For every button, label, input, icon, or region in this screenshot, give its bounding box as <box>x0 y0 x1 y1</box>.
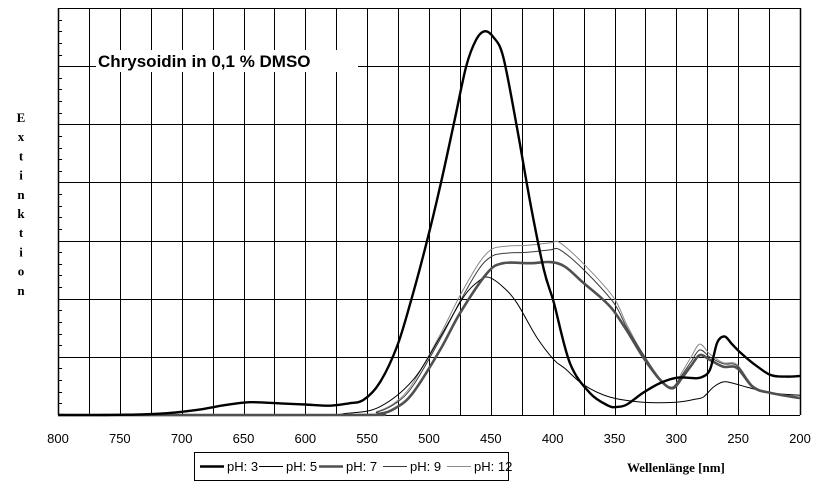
y-axis-label-letter: x <box>18 129 25 144</box>
x-tick-label: 600 <box>294 431 316 446</box>
y-axis-label-letter: k <box>17 206 25 221</box>
y-axis-label-letter: t <box>19 148 24 163</box>
y-axis-label-letter: E <box>17 110 26 125</box>
x-tick-label: 300 <box>665 431 687 446</box>
y-axis-label-letter: i <box>19 244 23 259</box>
x-tick-label: 250 <box>727 431 749 446</box>
chart-title: Chrysoidin in 0,1 % DMSO <box>98 52 311 71</box>
x-tick-label: 700 <box>171 431 193 446</box>
x-tick-label: 750 <box>109 431 131 446</box>
x-tick-label: 550 <box>356 431 378 446</box>
legend-label: pH: 9 <box>410 459 441 474</box>
series-line-ph3 <box>57 30 801 417</box>
y-axis-label-letter: t <box>19 225 24 240</box>
title-background <box>96 50 358 72</box>
legend-label: pH: 12 <box>474 459 512 474</box>
y-axis-label-letter: o <box>18 264 25 279</box>
x-tick-label: 350 <box>604 431 626 446</box>
y-axis-label-letter: i <box>19 168 23 183</box>
legend: pH: 3 pH: 5 pH: 7 pH: 9 pH: 12 <box>194 452 512 481</box>
series-line-ph5 <box>57 276 801 416</box>
x-tick-label: 400 <box>542 431 564 446</box>
x-axis-label: Wellenlänge [nm] <box>627 460 725 475</box>
x-tick-labels: 800 750 700 650 600 550 500 450 400 350 300 250 200 <box>47 431 811 446</box>
series-group <box>57 30 801 417</box>
legend-label: pH: 3 <box>227 459 258 474</box>
x-tick-label: 200 <box>789 431 811 446</box>
y-axis-label-letter: n <box>17 283 25 298</box>
x-tick-label: 650 <box>233 431 255 446</box>
grid <box>57 8 802 416</box>
x-tick-label: 500 <box>418 431 440 446</box>
legend-label: pH: 7 <box>346 459 377 474</box>
legend-label: pH: 5 <box>286 459 317 474</box>
y-axis-label-letter: n <box>17 187 25 202</box>
x-tick-label: 800 <box>47 431 69 446</box>
x-tick-label: 450 <box>480 431 502 446</box>
